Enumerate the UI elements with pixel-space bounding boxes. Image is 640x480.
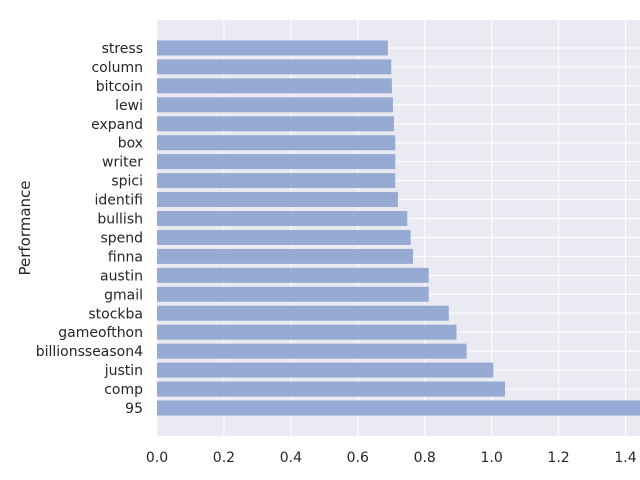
- bar-95: [157, 400, 640, 416]
- y-tick-label-19: stress: [102, 41, 143, 57]
- bar-gmail: [157, 286, 429, 302]
- x-tick-label-0: 0.0: [146, 450, 168, 466]
- y-tick-label-13: writer: [102, 155, 143, 171]
- y-tick-label-8: finna: [108, 249, 143, 265]
- x-tick-label-7: 1.4: [614, 450, 636, 466]
- y-tick-label-15: expand: [91, 117, 143, 133]
- y-tick-label-10: bullish: [97, 212, 143, 228]
- x-tick-label-4: 0.8: [414, 450, 436, 466]
- y-tick-label-14: box: [118, 136, 143, 152]
- bar-billionsseason4: [157, 343, 467, 359]
- y-tick-label-3: billionsseason4: [36, 344, 143, 360]
- y-tick-label-6: gmail: [104, 287, 143, 303]
- y-tick-label-16: lewi: [115, 98, 143, 114]
- y-tick-label-5: stockba: [88, 306, 143, 322]
- bar-spici: [157, 173, 396, 189]
- x-tick-label-2: 0.4: [280, 450, 302, 466]
- bar-identifi: [157, 192, 398, 208]
- y-tick-label-11: identifi: [95, 193, 143, 209]
- bar-column: [157, 59, 392, 75]
- bar-gameofthon: [157, 324, 457, 340]
- y-tick-label-2: justin: [104, 363, 143, 379]
- y-tick-label-0: 95: [125, 401, 143, 417]
- y-tick-label-17: bitcoin: [96, 79, 143, 95]
- bar-bullish: [157, 211, 408, 226]
- bar-box: [157, 135, 396, 151]
- y-tick-label-1: comp: [104, 382, 143, 398]
- y-tick-label-9: spend: [100, 230, 143, 246]
- bar-justin: [157, 362, 494, 378]
- bar-comp: [157, 381, 506, 397]
- y-axis-label: Performance: [16, 180, 34, 275]
- bars: [157, 40, 640, 416]
- x-tick-label-1: 0.2: [213, 450, 235, 466]
- x-tick-label-3: 0.6: [347, 450, 369, 466]
- x-tick-label-5: 1.0: [481, 450, 503, 466]
- bar-expand: [157, 116, 394, 132]
- bar-stockba: [157, 305, 449, 321]
- bar-spend: [157, 229, 411, 245]
- bar-writer: [157, 154, 396, 170]
- x-tick-label-6: 1.2: [547, 450, 569, 466]
- bar-austin: [157, 267, 429, 283]
- bar-bitcoin: [157, 78, 392, 94]
- bar-stress: [157, 40, 388, 56]
- y-tick-labels: 95 comp justin billionsseason4 gameofthon sto…: [36, 41, 144, 417]
- bar-lewi: [157, 97, 393, 113]
- y-tick-label-4: gameofthon: [58, 325, 143, 341]
- y-tick-label-12: spici: [111, 174, 143, 190]
- x-tick-labels: 0.0 0.2 0.4 0.6 0.8 1.0 1.2 1.4: [146, 450, 637, 466]
- bar-finna: [157, 248, 413, 264]
- y-tick-label-7: austin: [100, 268, 143, 284]
- y-tick-label-18: column: [91, 60, 143, 76]
